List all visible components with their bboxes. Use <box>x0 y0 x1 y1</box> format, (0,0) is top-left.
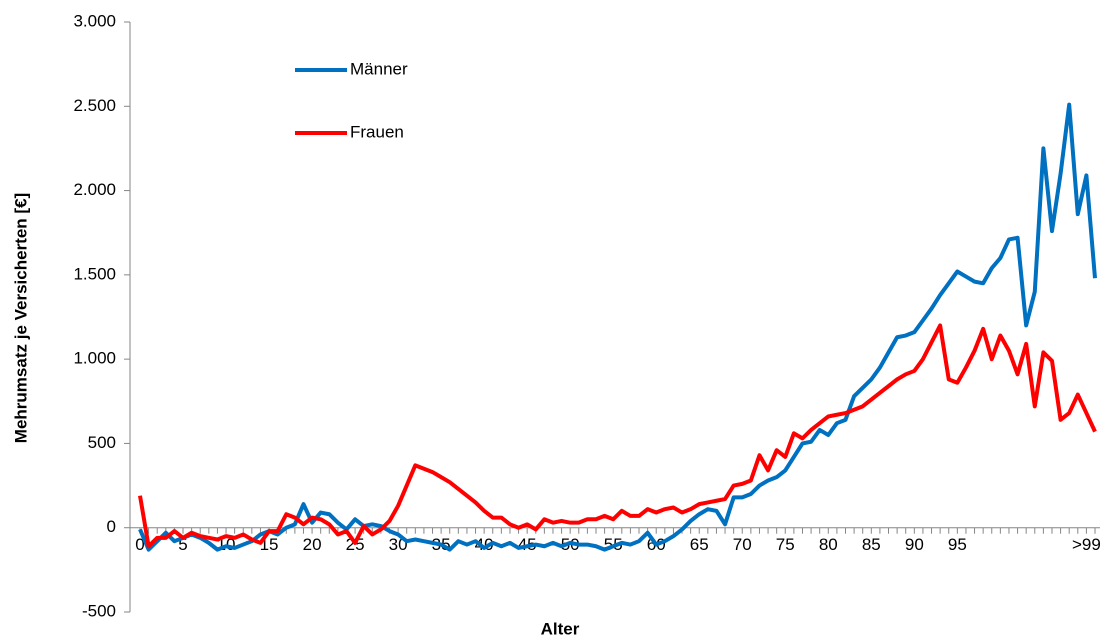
x-tick-label: 85 <box>862 535 881 554</box>
legend-label: Männer <box>350 59 408 78</box>
x-tick-label: 95 <box>948 535 967 554</box>
y-tick-label: 500 <box>88 433 116 452</box>
y-tick-label: 2.000 <box>73 180 116 199</box>
x-tick-label: 40 <box>475 535 494 554</box>
x-tick-label: 90 <box>905 535 924 554</box>
x-tick-label: 0 <box>135 535 144 554</box>
x-tick-label: 75 <box>776 535 795 554</box>
y-tick-label: 3.000 <box>73 11 116 30</box>
y-tick-label: 0 <box>107 517 116 536</box>
y-tick-label: 1.500 <box>73 264 116 283</box>
x-tick-label: >99 <box>1072 535 1101 554</box>
legend-label: Frauen <box>350 122 404 141</box>
x-axis-label: Alter <box>541 619 580 638</box>
x-tick-label: 5 <box>178 535 187 554</box>
x-tick-label: 70 <box>733 535 752 554</box>
line-series <box>138 323 1097 549</box>
y-tick-label: -500 <box>82 601 116 620</box>
x-tick-label: 20 <box>303 535 322 554</box>
y-tick-label: 2.500 <box>73 96 116 115</box>
x-tick-label: 80 <box>819 535 838 554</box>
y-tick-label: 1.000 <box>73 349 116 368</box>
x-tick-label: 65 <box>690 535 709 554</box>
y-axis-label: Mehrumsatz je Versicherten [€] <box>11 193 30 443</box>
line-series <box>138 102 1097 552</box>
